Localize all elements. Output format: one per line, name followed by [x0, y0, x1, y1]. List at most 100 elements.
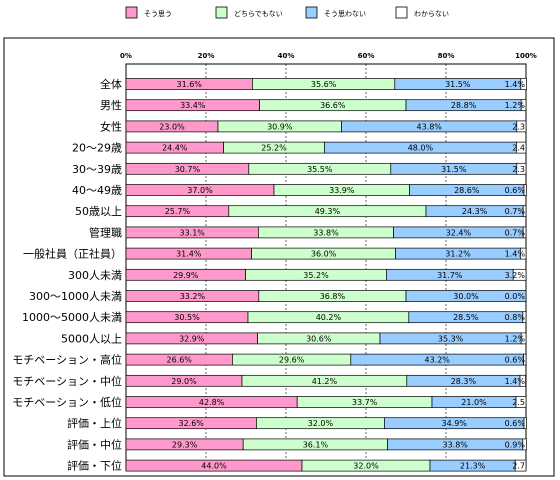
- data-label-3-13: 0.6%: [505, 356, 526, 365]
- data-label-1-13: 29.6%: [279, 356, 305, 365]
- data-label-2-7: 32.4%: [446, 228, 472, 237]
- data-label-1-7: 33.8%: [313, 228, 339, 237]
- data-label-2-9: 31.7%: [437, 271, 463, 280]
- data-label-1-8: 36.0%: [311, 250, 337, 259]
- bar-3-4: [516, 162, 527, 175]
- category-label-18: 評価・下位: [67, 459, 122, 473]
- data-label-2-0: 31.5%: [445, 80, 471, 89]
- data-label-3-2: 2.3: [512, 122, 525, 131]
- data-label-2-15: 21.0%: [461, 398, 487, 407]
- category-label-10: 300～1000人未満: [29, 290, 122, 303]
- category-label-7: 管理職: [89, 225, 122, 239]
- x-tick-label-1: 20%: [198, 52, 215, 60]
- legend-label-1: どちらでもない: [234, 10, 283, 18]
- data-label-1-18: 32.0%: [353, 462, 379, 471]
- category-label-1: 男性: [100, 98, 122, 112]
- bar-3-17: [522, 438, 527, 451]
- bar-3-0: [520, 78, 527, 90]
- data-label-3-0: 1.4%: [505, 80, 526, 89]
- data-label-2-18: 21.3%: [460, 462, 486, 471]
- data-label-1-2: 30.9%: [267, 122, 293, 131]
- data-label-2-10: 30.0%: [453, 292, 479, 301]
- data-label-2-2: 43.8%: [416, 122, 442, 131]
- data-label-2-5: 28.6%: [454, 186, 480, 195]
- data-label-1-1: 36.6%: [320, 101, 346, 110]
- data-label-3-12: 1.2%: [505, 334, 526, 343]
- bar-3-16: [523, 417, 527, 430]
- legend-swatch-1: [215, 6, 228, 19]
- data-label-3-16: 0.6%: [505, 419, 526, 428]
- data-label-0-18: 44.0%: [201, 462, 227, 471]
- data-label-1-15: 33.7%: [352, 398, 378, 407]
- category-label-11: 1000～5000人未満: [22, 311, 122, 324]
- data-label-1-0: 35.6%: [311, 80, 337, 89]
- category-label-4: 30～39歳: [72, 163, 122, 176]
- data-label-0-16: 32.6%: [178, 419, 204, 428]
- data-label-0-17: 29.3%: [172, 440, 198, 449]
- data-label-0-6: 25.7%: [165, 207, 191, 216]
- data-label-2-8: 31.2%: [445, 250, 471, 259]
- legend-label-0: そう思う: [144, 10, 172, 18]
- category-label-5: 40～49歳: [72, 184, 122, 197]
- category-label-8: 一般社員（正社員）: [23, 247, 122, 261]
- x-tick-label-5: 100%: [515, 52, 537, 60]
- data-label-0-13: 26.6%: [166, 356, 192, 365]
- category-label-13: モチベーション・高位: [12, 353, 122, 367]
- data-label-3-6: 0.7%: [505, 207, 526, 216]
- data-label-3-15: 2.5: [512, 398, 525, 407]
- legend-swatch-3: [395, 6, 408, 19]
- data-label-3-3: 2.4: [512, 144, 525, 153]
- x-tick-label-4: 80%: [438, 52, 455, 60]
- data-label-3-8: 1.4%: [505, 250, 526, 259]
- data-label-1-12: 30.6%: [306, 334, 332, 343]
- data-label-2-17: 33.8%: [442, 440, 468, 449]
- category-label-2: 女性: [100, 119, 122, 133]
- data-label-1-5: 33.9%: [329, 186, 355, 195]
- legend-label-3: わからない: [414, 10, 449, 18]
- legend-label-2: そう思わない: [324, 10, 366, 18]
- bar-3-18: [514, 459, 527, 472]
- category-label-14: モチベーション・中位: [12, 374, 122, 388]
- bar-3-3: [516, 141, 527, 154]
- data-label-2-4: 31.5%: [441, 165, 467, 174]
- x-tick-label-2: 40%: [278, 52, 295, 60]
- bar-3-1: [520, 99, 527, 112]
- data-label-1-4: 35.5%: [307, 165, 333, 174]
- data-label-0-7: 33.1%: [179, 228, 205, 237]
- data-label-3-18: 2.7: [512, 462, 525, 471]
- bar-3-9: [512, 268, 527, 281]
- category-label-16: 評価・上位: [67, 416, 122, 430]
- data-label-2-1: 28.8%: [451, 101, 477, 110]
- data-label-0-14: 29.0%: [171, 377, 197, 386]
- data-label-1-6: 49.3%: [315, 207, 341, 216]
- data-label-3-5: 0.6%: [505, 186, 526, 195]
- data-label-3-14: 1.4%: [505, 377, 526, 386]
- legend-swatch-0: [125, 6, 138, 19]
- data-label-3-9: 3.2%: [505, 271, 526, 280]
- data-label-1-14: 41.2%: [312, 377, 338, 386]
- data-label-0-8: 31.4%: [176, 250, 202, 259]
- data-label-2-11: 28.5%: [453, 313, 479, 322]
- x-tick-label-0: 0%: [120, 52, 132, 60]
- data-label-3-1: 1.2%: [505, 101, 526, 110]
- bar-2-10: [405, 290, 527, 302]
- data-label-0-0: 31.6%: [176, 80, 202, 89]
- bar-3-2: [516, 120, 527, 133]
- data-label-0-15: 42.8%: [199, 398, 225, 407]
- legend-swatch-2: [305, 6, 318, 19]
- bar-3-7: [522, 226, 527, 239]
- data-label-3-4: 2.3: [512, 165, 525, 174]
- category-label-15: モチベーション・低位: [12, 395, 122, 409]
- category-label-3: 20～29歳: [72, 142, 122, 155]
- bar-3-6: [522, 205, 527, 218]
- bar-3-12: [520, 332, 527, 345]
- data-label-0-1: 33.4%: [180, 101, 206, 110]
- data-label-0-5: 37.0%: [187, 186, 213, 195]
- data-label-1-17: 36.1%: [303, 440, 329, 449]
- data-label-2-14: 28.3%: [451, 377, 477, 386]
- data-label-3-10: 0.0%: [505, 292, 526, 301]
- data-label-1-11: 40.2%: [316, 313, 342, 322]
- data-label-1-3: 25.2%: [261, 144, 287, 153]
- x-tick-label-3: 60%: [358, 52, 375, 60]
